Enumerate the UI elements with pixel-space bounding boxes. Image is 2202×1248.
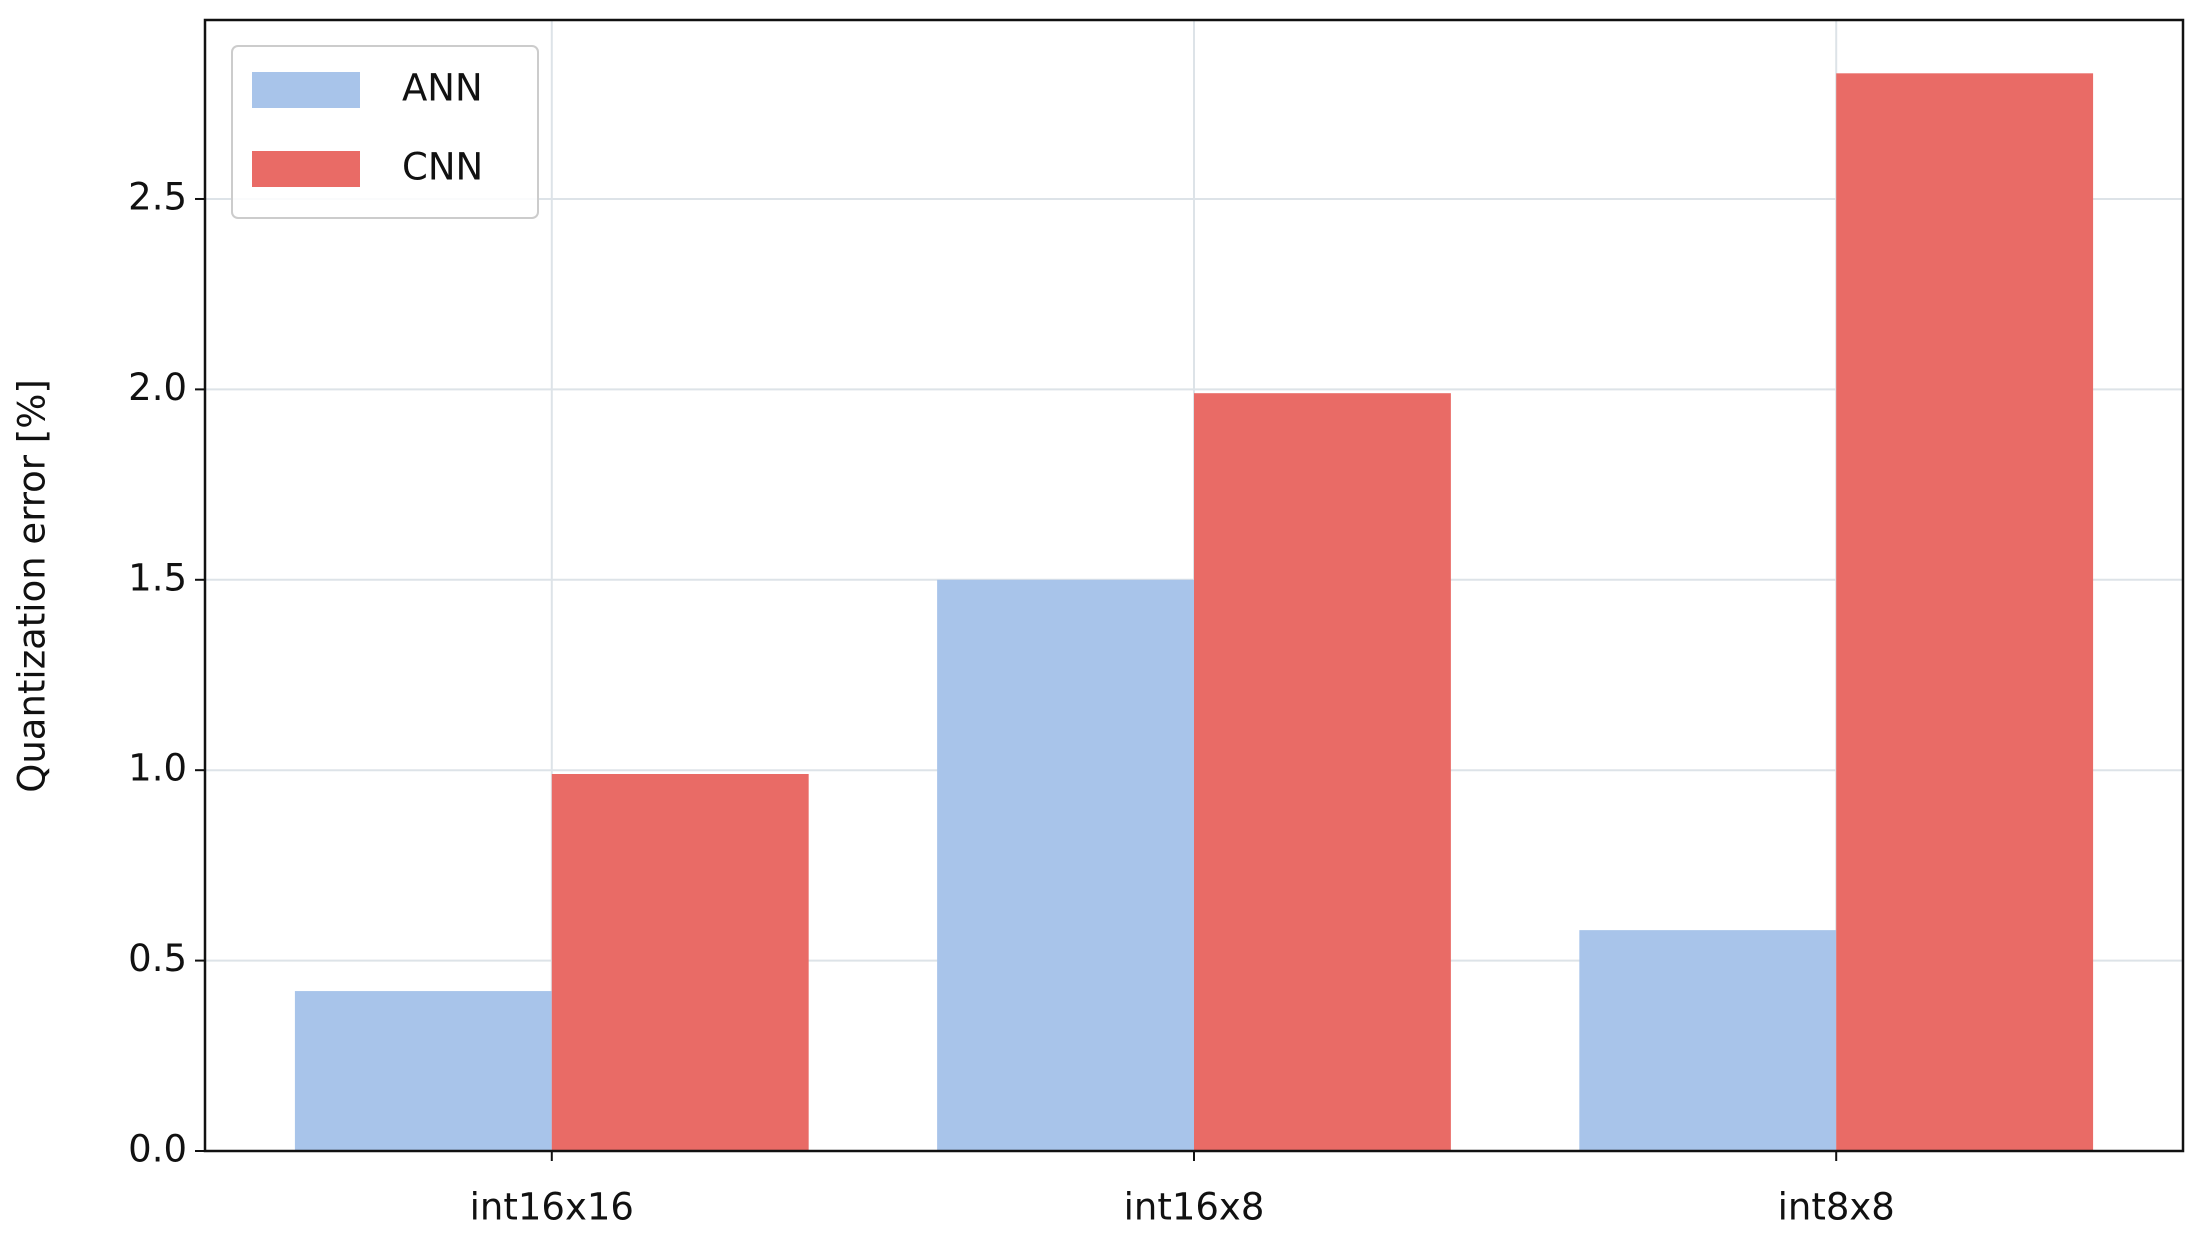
y-tick-label: 0.5 [128,937,187,980]
x-tick-label: int16x8 [1124,1186,1265,1229]
bar [1194,393,1451,1152]
y-tick-label: 2.0 [128,366,187,409]
y-tick-label: 1.5 [128,556,187,599]
bar [1579,930,1837,1151]
bar [551,774,809,1151]
bar [294,991,552,1151]
legend-swatch [252,72,360,108]
x-tick-label: int16x16 [470,1186,634,1229]
bar [937,579,1194,1151]
legend-label: ANN [402,67,483,110]
legend-label: CNN [402,146,483,189]
plot-frame [203,18,2185,1153]
y-tick-label: 2.5 [128,175,187,218]
y-axis-label: Quantization error [%] [11,379,54,793]
y-tick-label: 1.0 [128,747,187,790]
bar [1836,73,2094,1152]
y-tick-label: 0.0 [128,1128,187,1171]
legend-box [231,45,539,219]
legend-swatch [252,151,360,187]
x-tick-label: int8x8 [1778,1186,1895,1229]
